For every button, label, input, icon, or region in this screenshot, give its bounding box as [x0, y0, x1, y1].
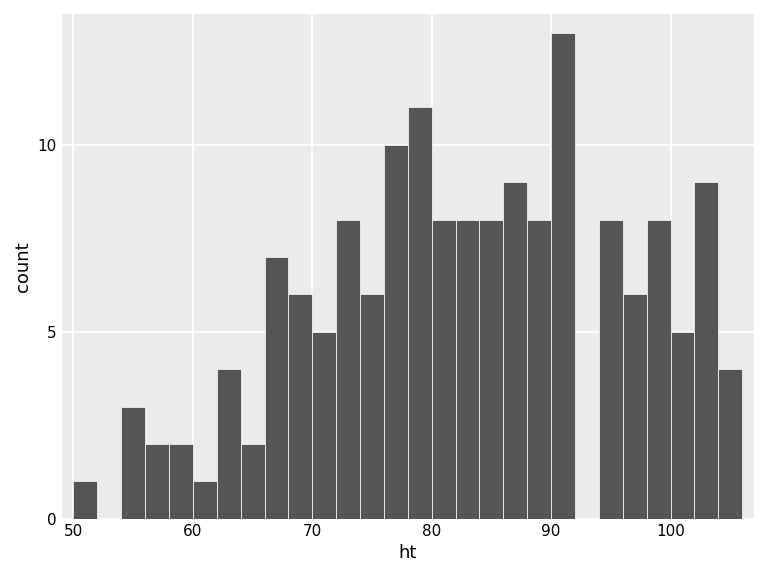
Bar	[599, 219, 623, 519]
Bar	[313, 332, 336, 519]
Bar	[455, 219, 479, 519]
Bar	[503, 182, 528, 519]
Bar	[694, 182, 718, 519]
Bar	[718, 369, 742, 519]
Bar	[528, 219, 551, 519]
Bar	[647, 219, 670, 519]
Bar	[623, 294, 647, 519]
Bar	[289, 294, 313, 519]
X-axis label: ht: ht	[399, 544, 417, 562]
Bar	[408, 107, 432, 519]
Bar	[121, 407, 145, 519]
Bar	[384, 145, 408, 519]
Bar	[145, 444, 169, 519]
Bar	[551, 33, 575, 519]
Y-axis label: count: count	[14, 241, 32, 291]
Bar	[264, 257, 289, 519]
Bar	[240, 444, 264, 519]
Bar	[74, 482, 98, 519]
Bar	[479, 219, 503, 519]
Bar	[217, 369, 240, 519]
Bar	[336, 219, 360, 519]
Bar	[670, 332, 694, 519]
Bar	[432, 219, 455, 519]
Bar	[169, 444, 193, 519]
Bar	[360, 294, 384, 519]
Bar	[193, 482, 217, 519]
